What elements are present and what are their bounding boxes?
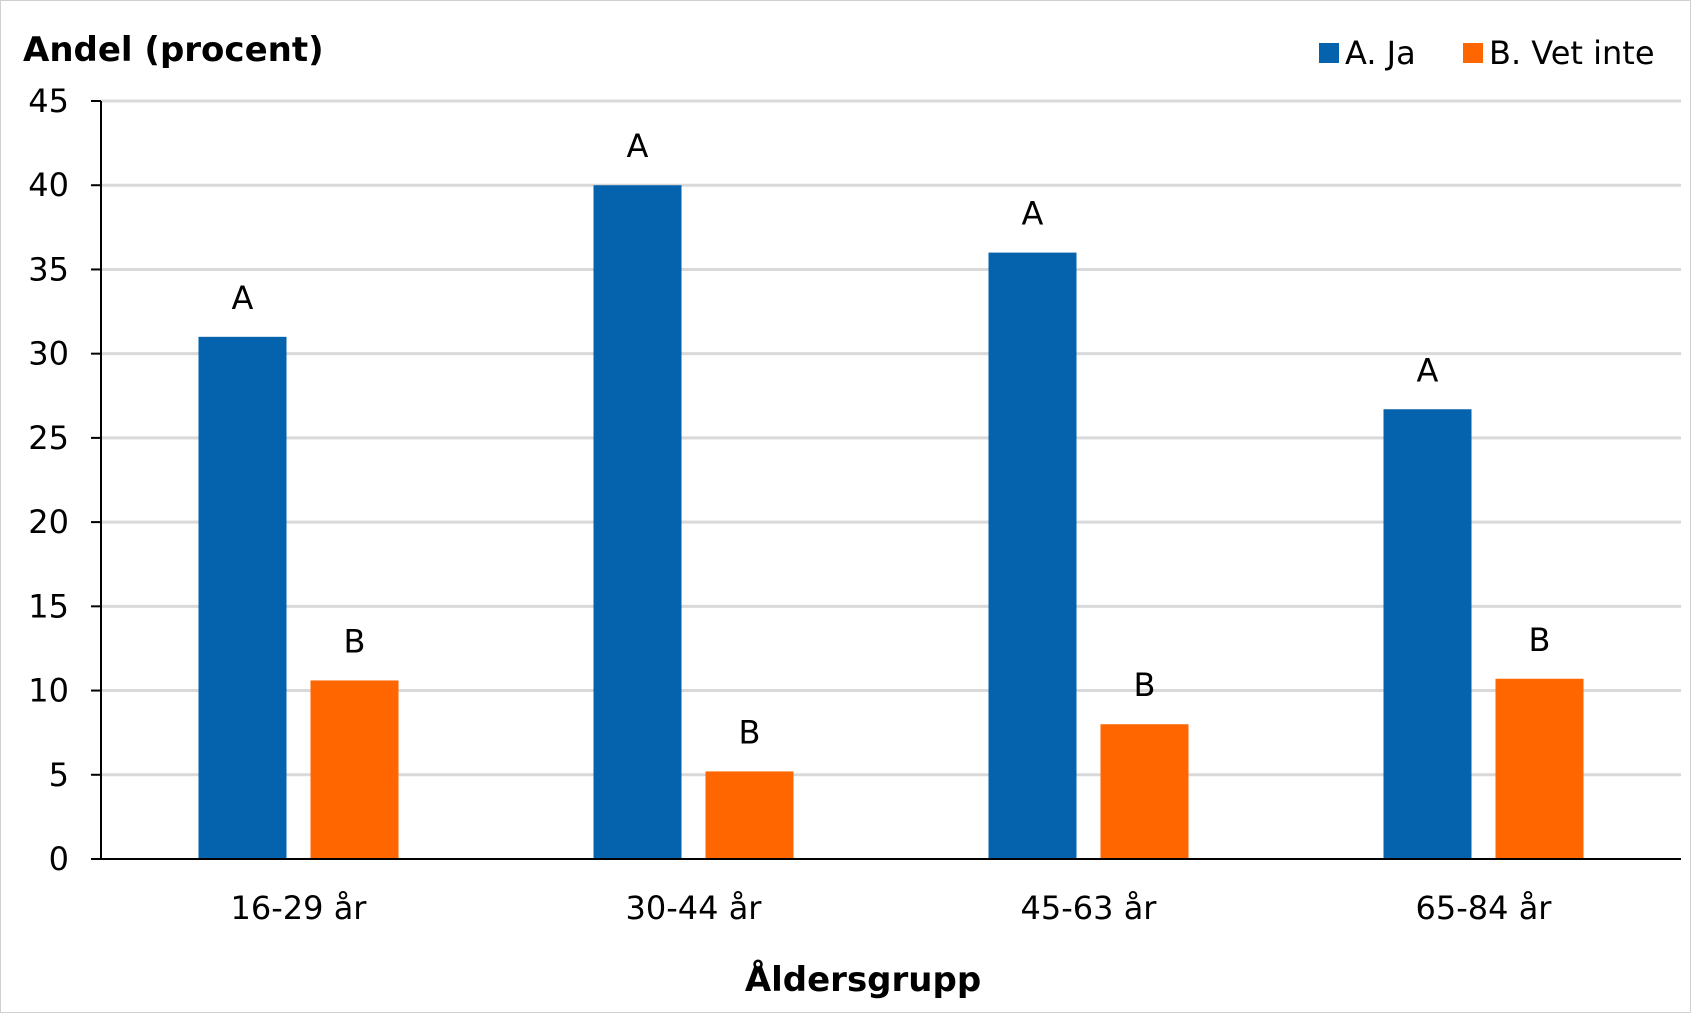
- y-tick-label: 5: [49, 756, 69, 794]
- y-tick-label: 0: [49, 840, 69, 878]
- data-labels: A B A B A B A B: [232, 127, 1551, 751]
- legend-swatch: [1319, 43, 1339, 63]
- y-tick-label: 30: [28, 335, 69, 373]
- y-tick-label: 25: [28, 419, 69, 457]
- bar-data-label: A: [232, 279, 254, 317]
- y-tick-label: 15: [28, 587, 69, 625]
- bar-data-label: A: [627, 127, 649, 165]
- bar-data-label: B: [1134, 666, 1156, 704]
- bar-b: [1495, 678, 1584, 859]
- bar-a: [1383, 409, 1472, 859]
- y-tick-label: 45: [28, 82, 69, 120]
- bar-data-label: A: [1417, 351, 1439, 389]
- legend-swatch: [1463, 43, 1483, 63]
- bar-data-label: A: [1022, 195, 1044, 233]
- x-axis-title: Åldersgrupp: [745, 959, 981, 1000]
- y-axis-ticks: 0 5 10 15 20 25 30 35 40 45: [28, 82, 101, 878]
- bars: [198, 185, 1584, 860]
- y-tick-label: 40: [28, 166, 69, 204]
- bar-a: [988, 252, 1077, 860]
- legend-item: B. Vet inte: [1463, 34, 1655, 72]
- x-category-label: 45-63 år: [1021, 889, 1158, 927]
- y-tick-label: 20: [28, 503, 69, 541]
- bar-data-label: B: [1529, 621, 1551, 659]
- x-axis-categories: 16-29 år 30-44 år 45-63 år 65-84 år: [231, 889, 1553, 927]
- bar-a: [198, 336, 287, 859]
- bar-data-label: B: [344, 622, 366, 660]
- legend-label: B. Vet inte: [1489, 34, 1655, 72]
- bar-b: [310, 680, 399, 859]
- y-tick-label: 35: [28, 250, 69, 288]
- bar-a: [593, 185, 682, 859]
- legend-item: A. Ja: [1319, 34, 1416, 72]
- bar-b: [1100, 724, 1189, 859]
- x-category-label: 16-29 år: [231, 889, 368, 927]
- y-tick-label: 10: [28, 672, 69, 710]
- x-category-label: 30-44 år: [626, 889, 763, 927]
- x-category-label: 65-84 år: [1416, 889, 1553, 927]
- bar-b: [705, 771, 794, 859]
- y-axis-title: Andel (procent): [23, 30, 324, 70]
- bar-data-label: B: [739, 713, 761, 751]
- legend-label: A. Ja: [1345, 34, 1416, 72]
- legend: A. Ja B. Vet inte: [1319, 34, 1655, 72]
